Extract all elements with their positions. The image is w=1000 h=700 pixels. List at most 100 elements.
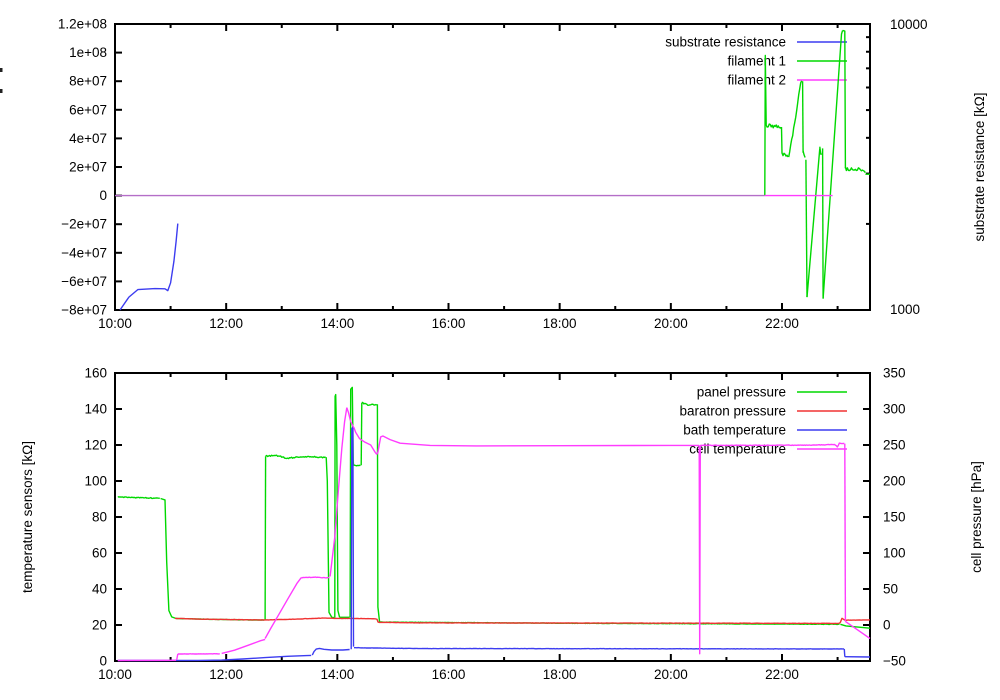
series-bath-temperature <box>843 648 846 657</box>
x-tick-label: 18:00 <box>543 667 577 682</box>
series-filament-1 <box>801 81 804 153</box>
x-tick-label: 10:00 <box>98 316 132 331</box>
series-filament-1 <box>842 29 847 169</box>
series-panel-pressure <box>361 401 378 406</box>
y-tick-label: −6e+07 <box>61 274 107 289</box>
series-filament-1 <box>805 159 808 298</box>
y-tick-label: 160 <box>84 366 107 381</box>
y2-tick-label: 200 <box>883 474 906 489</box>
y-tick-label: 80 <box>92 510 107 525</box>
series-cell-temperature <box>264 577 302 639</box>
y-tick-label: 8e+07 <box>69 74 107 89</box>
clipped-left-label-mark <box>0 89 3 93</box>
substrate-resistance-chart: 10:00 12:00 14:00 16:00 18:00 20:00 22:00 1.2e+… <box>0 17 987 331</box>
x-tick-label: 12:00 <box>209 667 243 682</box>
series-cell-temperature <box>301 576 330 579</box>
x-tick-label: 18:00 <box>543 316 577 331</box>
y-axis-title: temperature sensors [kΩ] <box>20 441 35 593</box>
y2-tick-label: 100 <box>883 546 906 561</box>
y2-tick-label: 250 <box>883 438 906 453</box>
x-tick-label: 10:00 <box>98 667 132 682</box>
y-tick-label: 120 <box>84 438 107 453</box>
y2-tick-label: 350 <box>883 366 906 381</box>
series-baratron-pressure <box>844 619 870 621</box>
series-cell-temperature <box>845 620 871 640</box>
y-tick-label: 20 <box>92 618 107 633</box>
series-panel-pressure <box>117 496 160 500</box>
temperature-pressure-chart-svg: 10:00 12:00 14:00 16:00 18:00 20:00 22:00 0 20 40… <box>20 366 984 683</box>
x-tick-label: 20:00 <box>654 667 688 682</box>
y-tick-label: 4e+07 <box>69 131 107 146</box>
y-tick-label: 0 <box>99 654 107 669</box>
series-filament-1 <box>821 148 824 299</box>
series-filament-1 <box>764 54 767 196</box>
legend-label: cell temperature <box>689 442 786 457</box>
series-cell-temperature <box>698 445 701 655</box>
y-tick-label: 1e+08 <box>69 45 107 60</box>
y2-axis-title: cell pressure [hPa] <box>969 461 984 573</box>
series-cell-temperature <box>700 442 845 448</box>
x-tick-label: 20:00 <box>654 316 688 331</box>
series-filament-1 <box>802 150 806 158</box>
series-cell-temperature <box>376 435 700 455</box>
x-tick-label: 22:00 <box>765 667 799 682</box>
series-bath-temperature <box>117 654 312 662</box>
series-cell-temperature <box>346 407 378 455</box>
series-panel-pressure <box>376 404 381 623</box>
series-filament-1 <box>765 123 782 129</box>
x-tick-label: 22:00 <box>765 316 799 331</box>
y2-tick-label: −50 <box>883 654 906 669</box>
series-filament-1 <box>780 126 783 154</box>
series-cell-temperature <box>221 638 266 655</box>
series-filament-1 <box>844 166 866 174</box>
y-tick-label: −2e+07 <box>61 217 107 232</box>
y-tick-label: 2e+07 <box>69 160 107 175</box>
y-tick-label: 40 <box>92 582 107 597</box>
series-filament-1 <box>788 80 803 158</box>
series-cell-temperature <box>329 407 348 577</box>
series-bath-temperature <box>354 646 845 650</box>
series-panel-pressure <box>353 464 361 467</box>
y-tick-label: 60 <box>92 546 107 561</box>
y2-tick-label: 0 <box>883 618 891 633</box>
series-substrate-resistance <box>119 223 179 311</box>
y-tick-label: 6e+07 <box>69 102 107 117</box>
series-baratron-pressure <box>174 617 840 625</box>
series-bath-temperature <box>350 426 355 650</box>
series-panel-pressure <box>264 456 267 621</box>
temperature-pressure-chart: 10:00 12:00 14:00 16:00 18:00 20:00 22:00 0 20 40… <box>0 350 1000 700</box>
series-bath-temperature <box>311 647 350 656</box>
legend-label: filament 1 <box>727 54 786 69</box>
series-baratron-pressure <box>838 617 846 624</box>
series-filament-1 <box>819 146 823 155</box>
y2-tick-label: 1000 <box>890 302 920 317</box>
x-tick-label: 12:00 <box>209 316 243 331</box>
substrate-resistance-chart-svg: 10:00 12:00 14:00 16:00 18:00 20:00 22:00 1.2e+… <box>0 17 987 331</box>
y2-tick-label: 10000 <box>890 17 928 32</box>
legend-label: substrate resistance <box>665 35 786 50</box>
y-tick-label: 1.2e+08 <box>58 17 107 32</box>
y-tick-label: 0 <box>99 188 107 203</box>
series-panel-pressure <box>840 623 871 629</box>
series-panel-pressure <box>360 402 363 466</box>
x-tick-label: 16:00 <box>432 667 466 682</box>
series-filament-1 <box>781 152 789 158</box>
series-panel-pressure <box>160 497 177 620</box>
series-panel-pressure <box>265 454 326 460</box>
series-panel-pressure <box>325 457 333 618</box>
legend-label: bath temperature <box>683 423 786 438</box>
series-panel-pressure <box>334 393 341 618</box>
y2-axis-title: substrate resistance [kΩ] <box>972 93 987 242</box>
y-tick-label: −4e+07 <box>61 245 107 260</box>
legend-label: filament 2 <box>727 73 786 88</box>
y-tick-label: 100 <box>84 474 107 489</box>
x-tick-label: 14:00 <box>320 667 354 682</box>
y-tick-label: −8e+07 <box>61 303 107 318</box>
legend-label: panel pressure <box>697 385 786 400</box>
series-cell-temperature <box>176 653 179 661</box>
series-cell-temperature <box>844 443 847 622</box>
legend-label: baratron pressure <box>679 404 786 419</box>
y2-tick-label: 50 <box>883 582 898 597</box>
clipped-left-label-mark <box>0 68 3 72</box>
series-filament-1 <box>806 148 821 298</box>
